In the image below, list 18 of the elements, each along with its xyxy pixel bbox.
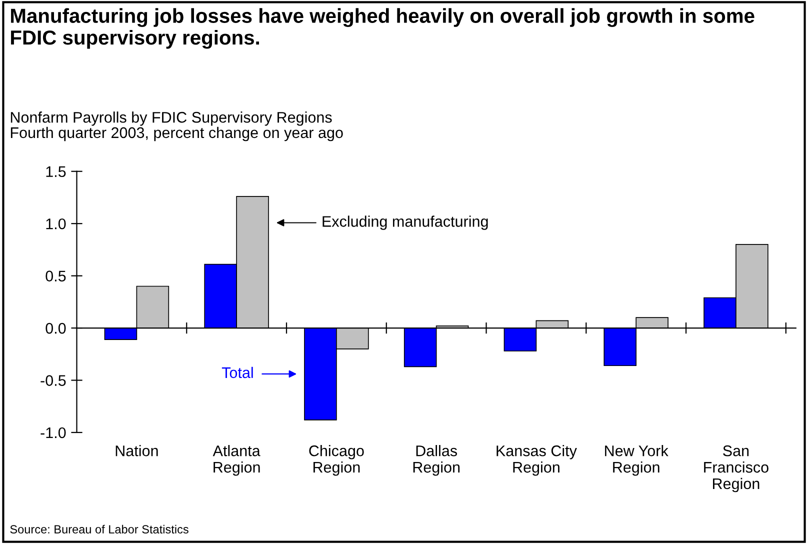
y-tick-label: 0.0 [46,322,66,334]
y-tick-label: -0.5 [40,375,66,386]
x-tick-label: New York Region [605,445,668,476]
legend-label: Excluding manufacturing [322,216,488,230]
x-tick-label: Nation [116,445,158,456]
x-tick-label: Chicago Region [309,445,364,476]
x-tick-label: Atlanta Region [212,445,260,476]
source-note: Source: Bureau of Labor Statistics [10,524,188,534]
chart-subtitle: Nonfarm Payrolls by FDIC Supervisory Regions Fourth quarter 2003, percent change on year ago [10,112,343,142]
x-tick-label: Dallas Region [413,445,460,476]
y-tick-label: -1.0 [40,427,66,438]
x-tick-label: San Francisco Region [704,445,768,492]
text: Total [222,366,253,378]
x-tick-label: Kansas City Region [496,445,577,476]
y-tick-label: 1.5 [46,166,66,178]
chart-title: Manufacturing job losses have weighed heavily on overall job growth in some FDIC supervisory regions. [11,8,754,49]
y-tick-label: 1.0 [46,218,66,230]
y-tick-label: 0.5 [46,270,66,282]
